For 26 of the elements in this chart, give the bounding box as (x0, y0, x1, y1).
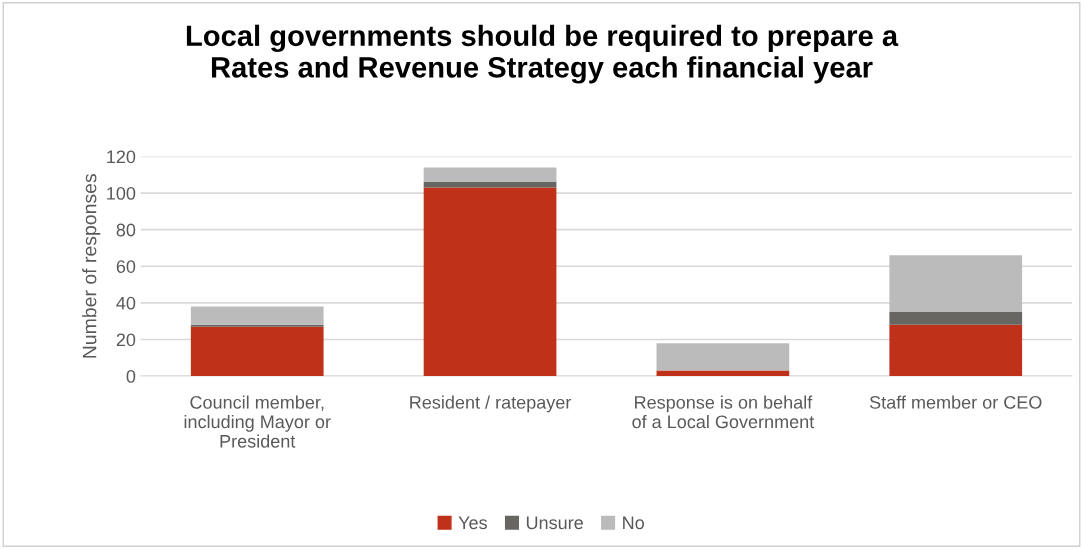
legend-label: Yes (458, 516, 487, 530)
bar (190, 326, 324, 377)
y-tick-label: 20 (116, 333, 136, 347)
x-tick-label: Staff member or CEO (869, 395, 1042, 409)
y-tick-label: 60 (116, 260, 136, 273)
y-axis-title: Number of responses (82, 174, 101, 358)
legend-label: Unsure (526, 516, 583, 530)
y-tick-label: 80 (116, 223, 136, 237)
bar (423, 187, 557, 377)
y-tick-label: 40 (116, 296, 136, 310)
x-tick-label: Council member, including Mayor or President (184, 395, 331, 448)
bar (656, 343, 790, 371)
bar (423, 182, 557, 188)
x-tick-label: Response is on behalf of a Local Government (632, 395, 815, 429)
bar (656, 370, 790, 377)
bar (889, 255, 1023, 313)
bar (423, 167, 557, 183)
bar (889, 312, 1023, 325)
bar (190, 306, 324, 325)
x-tick-label: Resident / ratepayer (410, 395, 572, 413)
legend-label: No (623, 516, 644, 530)
bar (889, 324, 1023, 377)
y-tick-label: 120 (107, 150, 136, 164)
y-tick-label: 100 (107, 187, 136, 200)
chart-title: Local governments should be required to prepare a Rates and Revenue Strategy each financial year (186, 24, 899, 84)
y-tick-label: 0 (126, 370, 136, 383)
